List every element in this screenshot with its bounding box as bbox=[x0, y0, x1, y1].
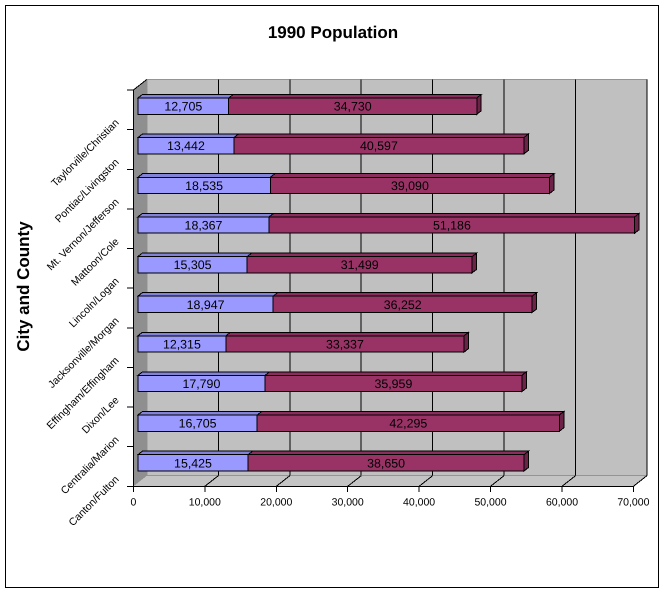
svg-text:42,295: 42,295 bbox=[389, 417, 427, 431]
svg-text:0: 0 bbox=[130, 497, 136, 509]
svg-text:36,252: 36,252 bbox=[384, 298, 422, 312]
svg-text:31,499: 31,499 bbox=[341, 258, 379, 272]
svg-text:18,367: 18,367 bbox=[185, 219, 223, 233]
svg-text:15,305: 15,305 bbox=[174, 258, 212, 272]
svg-text:13,442: 13,442 bbox=[167, 139, 205, 153]
svg-text:33,337: 33,337 bbox=[326, 337, 364, 351]
svg-text:1990 Population: 1990 Population bbox=[268, 23, 398, 42]
svg-text:40,597: 40,597 bbox=[360, 139, 398, 153]
svg-text:City and County: City and County bbox=[14, 221, 33, 352]
svg-text:12,705: 12,705 bbox=[164, 100, 202, 114]
svg-text:40,000: 40,000 bbox=[403, 497, 435, 509]
svg-text:10,000: 10,000 bbox=[189, 497, 221, 509]
svg-text:39,090: 39,090 bbox=[391, 179, 429, 193]
svg-text:15,425: 15,425 bbox=[174, 456, 212, 470]
svg-text:12,315: 12,315 bbox=[163, 337, 201, 351]
svg-text:50,000: 50,000 bbox=[474, 497, 506, 509]
svg-text:20,000: 20,000 bbox=[260, 497, 292, 509]
svg-text:35,959: 35,959 bbox=[374, 377, 412, 391]
svg-text:18,947: 18,947 bbox=[187, 298, 225, 312]
svg-text:18,535: 18,535 bbox=[185, 179, 223, 193]
svg-text:16,705: 16,705 bbox=[179, 417, 217, 431]
svg-text:70,000: 70,000 bbox=[617, 497, 649, 509]
svg-text:30,000: 30,000 bbox=[332, 497, 364, 509]
svg-text:34,730: 34,730 bbox=[334, 100, 372, 114]
svg-text:51,186: 51,186 bbox=[433, 219, 471, 233]
svg-text:38,650: 38,650 bbox=[367, 456, 405, 470]
svg-text:60,000: 60,000 bbox=[546, 497, 578, 509]
svg-text:17,790: 17,790 bbox=[182, 377, 220, 391]
